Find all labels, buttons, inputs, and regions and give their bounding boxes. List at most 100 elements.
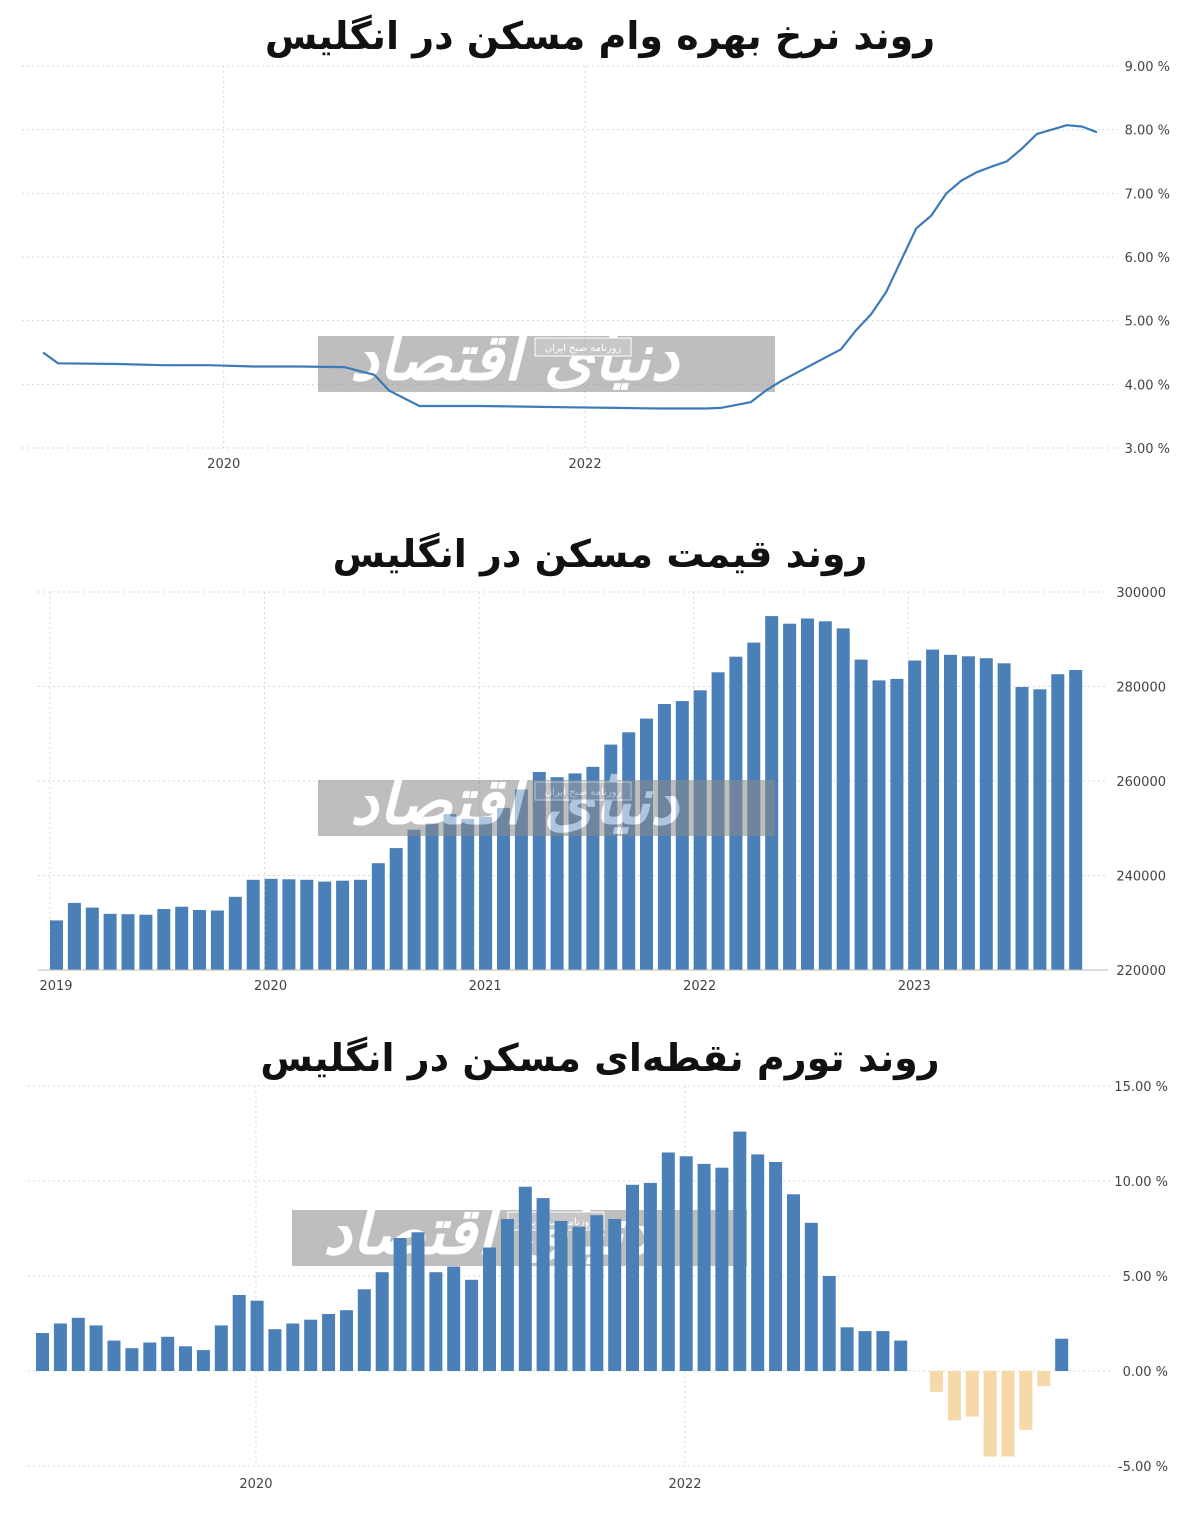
bar [53,1323,67,1371]
bar [1015,687,1029,970]
bar [354,879,367,970]
bar [876,1331,890,1371]
bar [89,1325,103,1371]
bar [286,1323,300,1371]
x-tick-label: 2023 [898,979,931,994]
bar [411,1232,425,1371]
bar [983,1371,997,1457]
y-tick-label: 3.00 % [1125,442,1170,457]
bar [733,1131,747,1371]
watermark-subtext: روزنامه صبح ایران [545,787,622,798]
bar [336,880,350,970]
bar [36,1333,49,1371]
bar [979,658,993,970]
bar [107,1340,121,1371]
x-tick-label: 2020 [254,979,287,994]
bar [304,1319,318,1371]
bar [210,910,224,970]
bar [769,1162,783,1371]
bar [143,1342,157,1371]
bar [393,1238,407,1371]
y-tick-label: 4.00 % [1125,378,1170,393]
bar [822,1276,836,1371]
bar [804,1222,818,1371]
bar [232,1295,246,1371]
bar [997,663,1011,970]
chart-title: روند تورم نقطه‌ای مسکن در انگلیس [260,1036,940,1080]
bar [926,649,940,970]
bar [179,1346,192,1371]
bar [357,1289,371,1371]
bar [250,1300,264,1371]
bar [626,1184,639,1371]
bar [447,1266,461,1371]
bar [1051,674,1065,970]
bar [947,1371,961,1421]
bar [1001,1371,1015,1457]
bar [268,1329,282,1371]
bar [1033,689,1047,970]
chart-title: روند قیمت مسکن در انگلیس [332,532,868,576]
bar [193,910,206,970]
bar [461,818,475,970]
x-tick-label: 2021 [469,979,502,994]
bar [854,659,868,970]
y-tick-label: 5.00 % [1125,315,1170,330]
watermark-subtext: روزنامه صبح ایران [545,343,622,354]
mortgage-rate-line-chart: 9.00 % 8.00 % 7.00 % 6.00 % 5.00 % 4.00 % 3.00… [22,60,1170,472]
bar [872,680,886,970]
bar [1019,1371,1033,1430]
bar [322,1314,336,1371]
bar [103,913,117,970]
bar [407,829,421,970]
x-tick-label: 2022 [668,1477,701,1492]
bar [125,1348,139,1371]
bar [715,1167,729,1371]
y-tick-label: 9.00 % [1125,60,1170,75]
y-tick-label: 5.00 % [1123,1270,1168,1285]
bar [640,718,653,970]
bar [161,1336,175,1371]
series-line [42,124,1098,410]
watermark-tag [534,337,632,357]
y-tick-label: 7.00 % [1125,187,1170,202]
bar [908,660,922,970]
bar [246,879,260,970]
bar [282,879,296,970]
house-price-panel: روند قیمت مسکن در انگلیس 300000 280000 260… [0,500,1200,1010]
x-tick-label: 2022 [569,457,602,472]
bar [783,623,797,970]
watermark-tag [534,781,632,801]
y-tick-label: 6.00 % [1125,251,1170,266]
x-tick-label: 2020 [207,457,240,472]
bar [801,618,814,970]
bar [751,1154,765,1371]
y-tick-label: 10.00 % [1114,1175,1168,1190]
bar [139,914,153,970]
y-tick-label: 8.00 % [1125,124,1170,139]
house-price-bar-chart: 300000 280000 260000 240000 220000 2019 2020 20… [38,586,1166,994]
bar [500,1219,514,1371]
bar [340,1310,353,1371]
bar [300,879,314,970]
bar [961,656,975,970]
bar [679,1156,693,1371]
y-tick-label: 240000 [1116,870,1166,885]
mortgage-rate-panel: روند نرخ بهره وام مسکن در انگلیس 9.00 % 8… [0,0,1200,500]
y-tick-label: 280000 [1116,681,1166,696]
x-tick-label: 2020 [239,1477,272,1492]
bar [497,807,510,970]
y-tick-label: 300000 [1116,586,1166,601]
bar [890,678,904,970]
bar [536,1198,550,1371]
y-tick-label: 0.00 % [1123,1365,1168,1380]
bar [643,1182,657,1371]
x-tick-label: 2022 [683,979,716,994]
bar [572,1226,586,1371]
bar [930,1371,943,1392]
bar [818,621,832,970]
bar [1037,1371,1051,1387]
bar [965,1371,979,1417]
